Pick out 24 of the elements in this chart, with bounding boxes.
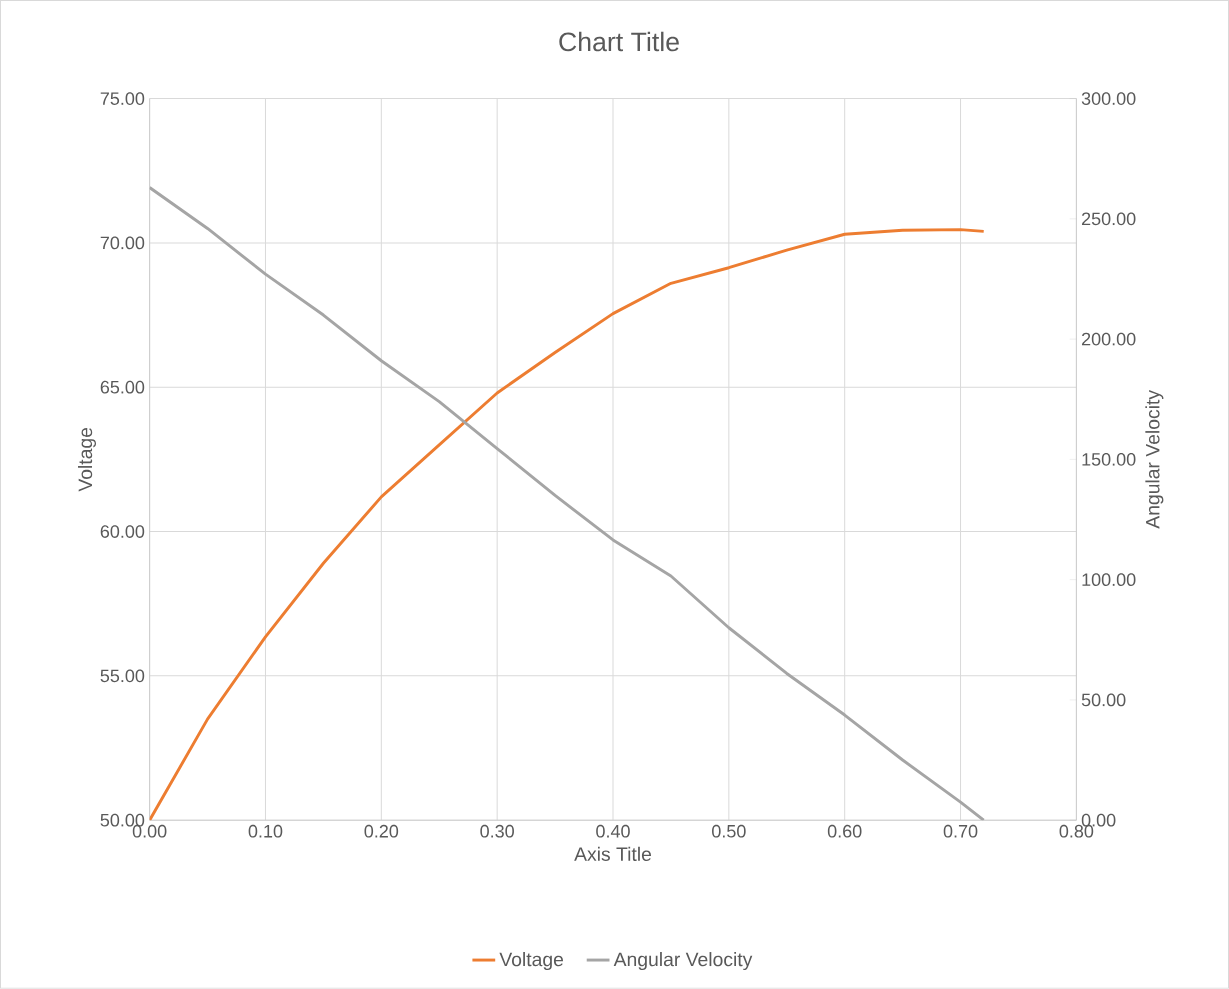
x-tick-label: 0.10 [248, 824, 283, 838]
y-tick-label: 75.00 [100, 92, 145, 106]
x-tick-label: 0.20 [364, 824, 399, 838]
x-tick-label: 0.70 [943, 824, 978, 838]
y-tick-label: 70.00 [100, 236, 145, 250]
x-axis-title: Axis Title [574, 846, 652, 862]
chart-title: Chart Title [559, 31, 679, 52]
y-axis-title: Voltage [77, 428, 97, 492]
y-tick-label: 60.00 [100, 525, 145, 538]
x-tick-label: 0.60 [827, 824, 862, 838]
y2-tick-label: 50.00 [1081, 693, 1126, 707]
legend-label: Voltage [499, 952, 564, 971]
y-tick-label: 55.00 [100, 669, 145, 683]
y2-tick-label: 100.00 [1082, 573, 1136, 587]
x-tick-label: 0.50 [712, 824, 746, 838]
y2-tick-label: 200.00 [1081, 332, 1136, 346]
y-tick-label: 65.00 [100, 380, 145, 394]
x-tick-label: 0.40 [596, 824, 630, 838]
legend-label: Angular Velocity [613, 952, 753, 971]
y2-axis-title: Angular Velocity [1145, 390, 1164, 529]
y2-tick-label: 300.00 [1081, 92, 1136, 106]
y2-tick-label: 250.00 [1081, 212, 1136, 226]
x-tick-label: 0.30 [480, 824, 514, 838]
y2-tick-label: 150.00 [1082, 453, 1136, 466]
